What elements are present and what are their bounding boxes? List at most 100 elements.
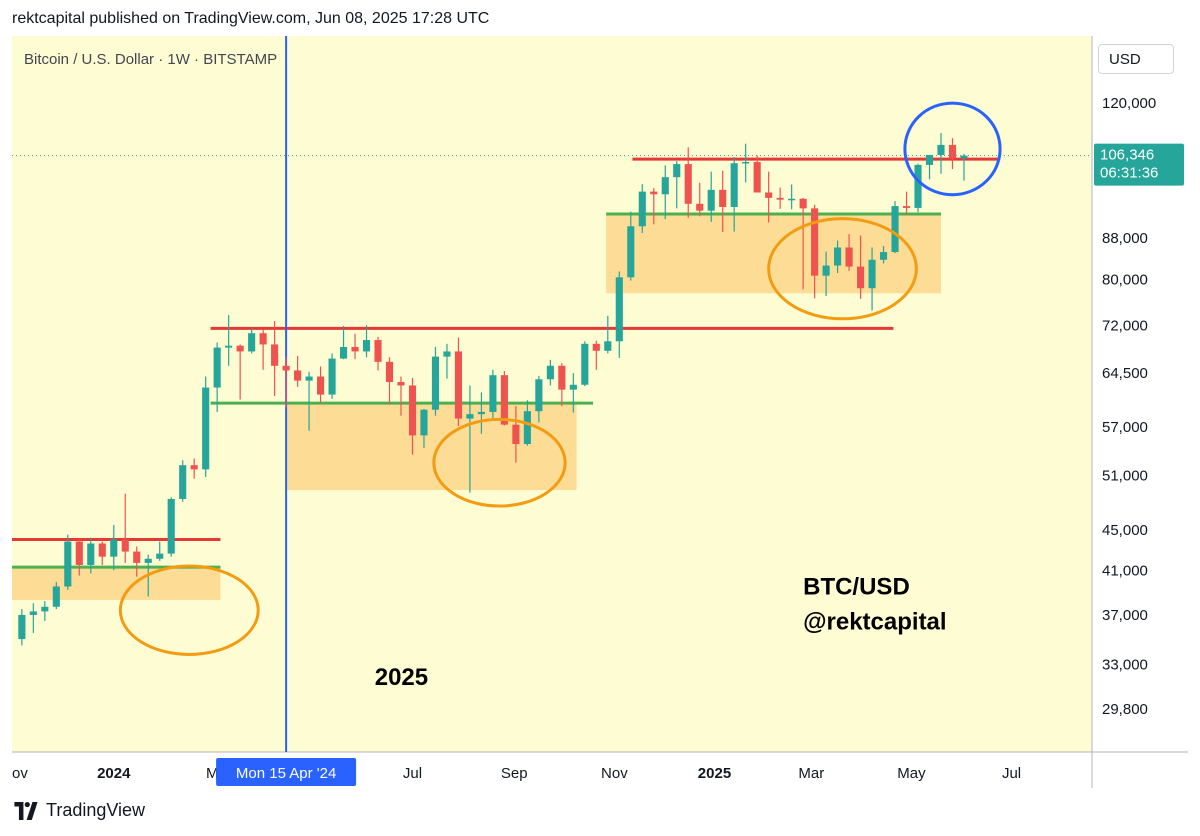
candle — [167, 497, 175, 557]
candle-body — [857, 266, 865, 289]
candle — [454, 337, 463, 427]
candle-body — [190, 465, 198, 470]
candle-body — [684, 164, 692, 204]
candle-body — [742, 161, 750, 164]
current-price-label: 106,346 — [1100, 147, 1154, 164]
candle — [259, 329, 267, 370]
candle-body — [604, 341, 612, 351]
candle — [925, 154, 934, 180]
candle-body — [822, 265, 830, 276]
published-header: rektcapital published on TradingView.com… — [12, 10, 490, 27]
candle — [328, 353, 336, 399]
y-tick-label: 37,000 — [1102, 607, 1148, 624]
candle — [190, 458, 198, 479]
support-zone — [286, 403, 577, 491]
candle — [271, 321, 279, 396]
highlight-circle — [118, 564, 260, 656]
candle — [225, 315, 233, 366]
candle — [121, 493, 129, 563]
candle-body — [236, 345, 244, 352]
candlestick-chart[interactable]: Bitcoin / U.S. Dollar · 1W · BITSTAMP BTC… — [12, 36, 1188, 788]
candle — [948, 138, 957, 170]
candle-body — [879, 252, 888, 260]
x-tick-label: ov — [12, 765, 28, 782]
candle — [730, 157, 738, 232]
candle — [282, 357, 290, 408]
candle-body — [454, 351, 463, 419]
y-tick-label: 72,000 — [1102, 317, 1148, 334]
candle — [650, 188, 658, 225]
candle-body — [627, 226, 635, 278]
candle-body — [753, 161, 761, 193]
candle — [742, 143, 750, 183]
candle — [98, 541, 106, 565]
candle-body — [339, 346, 348, 359]
candle-body — [914, 164, 922, 208]
candle — [776, 187, 784, 209]
y-tick-label: 33,000 — [1102, 657, 1148, 674]
candle-body — [18, 614, 26, 640]
candle-body — [374, 340, 382, 362]
candle — [811, 204, 819, 299]
candle-body — [305, 376, 313, 381]
x-tick-label: Sep — [501, 765, 528, 782]
candle-body — [328, 358, 336, 395]
candle — [374, 336, 382, 371]
candle — [879, 245, 888, 264]
candle — [845, 234, 853, 271]
candle — [696, 182, 704, 217]
candle-body — [41, 606, 49, 612]
candle — [75, 539, 83, 576]
candle-body — [592, 343, 600, 351]
candle-body — [294, 370, 302, 381]
candle-body — [202, 387, 210, 470]
candle-body — [811, 208, 819, 276]
candle — [627, 211, 635, 281]
candle-body — [362, 340, 371, 352]
candle — [443, 343, 451, 379]
candle — [834, 240, 842, 273]
candle — [305, 371, 313, 431]
footer-brand: TradingView — [46, 800, 146, 820]
candle — [707, 171, 715, 222]
candle — [581, 341, 589, 387]
support-zone — [606, 213, 941, 294]
candle-body — [523, 411, 531, 445]
candle — [661, 165, 669, 220]
x-tick-label: Jul — [403, 765, 422, 782]
candle-body — [259, 333, 267, 345]
candle-body — [52, 586, 60, 607]
candle — [431, 346, 440, 416]
candle-body — [133, 551, 141, 563]
chart-area[interactable]: Bitcoin / U.S. Dollar · 1W · BITSTAMP BTC… — [12, 36, 1188, 788]
candle — [466, 385, 474, 493]
candle-body — [225, 345, 233, 348]
candle — [673, 161, 681, 209]
candle — [133, 546, 141, 577]
candle-body — [558, 365, 566, 390]
candle-body — [799, 198, 807, 209]
candle — [592, 340, 600, 370]
candle — [477, 392, 485, 434]
candle-body — [845, 247, 853, 267]
candle-body — [397, 382, 405, 386]
highlight-circle — [432, 417, 567, 508]
candle — [753, 155, 761, 193]
candle — [546, 359, 554, 386]
candle-body — [937, 144, 945, 155]
candle — [719, 170, 727, 233]
candle-body — [271, 344, 279, 366]
candle-body — [144, 558, 152, 563]
currency-selector[interactable]: USD — [1098, 44, 1174, 74]
candle-body — [891, 206, 899, 253]
candle — [799, 197, 807, 290]
candle-body — [730, 163, 738, 207]
candle-body — [248, 333, 256, 352]
candle — [684, 147, 692, 218]
x-tick-label: May — [897, 765, 926, 782]
chart-title: Bitcoin / U.S. Dollar · 1W · BITSTAMP — [24, 51, 277, 68]
candle — [408, 377, 417, 455]
candle-body — [776, 197, 784, 200]
candle-body — [408, 385, 417, 436]
candle-body — [98, 543, 106, 557]
